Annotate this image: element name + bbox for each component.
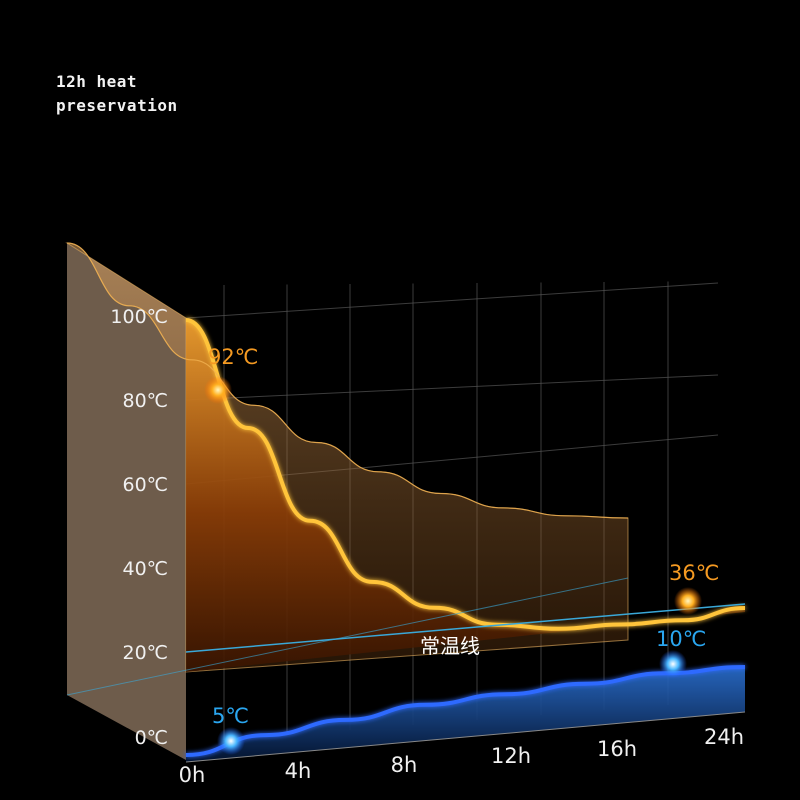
ambient-temperature-line — [185, 603, 746, 653]
x-axis-ticks: 0h 4h 8h 12h 16h 24h — [179, 725, 744, 787]
ambient-temperature-back-line — [66, 577, 629, 696]
y-tick-label: 60℃ — [122, 474, 168, 496]
x-tick-label: 8h — [391, 753, 418, 777]
highlight-point-marker — [659, 650, 687, 678]
hot-series-area — [186, 320, 745, 672]
highlight-point-marker — [217, 727, 245, 755]
cold-series-line — [185, 665, 746, 757]
x-tick-label: 24h — [704, 725, 744, 749]
highlight-point-label: 36℃ — [669, 561, 719, 585]
floor-front-edge — [185, 711, 746, 763]
grid-horizontal-line — [185, 282, 719, 319]
y-tick-label: 0℃ — [135, 727, 168, 749]
x-tick-label: 16h — [597, 737, 637, 761]
grid-horizontal-line — [185, 374, 719, 401]
highlight-point-label: 10℃ — [656, 627, 706, 651]
cold-series-area — [186, 667, 745, 762]
chart-title-line-2: preservation — [56, 96, 178, 115]
highlight-points: 92℃ 36℃ 5℃ 10℃ — [204, 345, 719, 755]
y-tick-label: 20℃ — [122, 642, 168, 664]
highlight-point-marker — [204, 376, 232, 404]
ambient-line-label: 常温线 — [420, 634, 480, 658]
left-side-panel — [67, 243, 186, 760]
highlight-point-marker — [674, 587, 702, 615]
highlight-point-label: 5℃ — [212, 704, 249, 728]
x-tick-label: 0h — [179, 763, 206, 787]
hot-series-back-line — [66, 242, 629, 519]
y-axis-ticks: 0℃ 20℃ 40℃ 60℃ 80℃ 100℃ — [110, 306, 168, 749]
chart-title-line-1: 12h heat — [56, 72, 138, 91]
y-tick-label: 80℃ — [122, 390, 168, 412]
highlight-point-label: 92℃ — [208, 345, 258, 369]
x-tick-label: 4h — [285, 759, 312, 783]
y-tick-label: 40℃ — [122, 558, 168, 580]
y-tick-label: 100℃ — [110, 306, 168, 328]
hot-series-line — [185, 318, 746, 631]
x-tick-label: 12h — [491, 744, 531, 768]
